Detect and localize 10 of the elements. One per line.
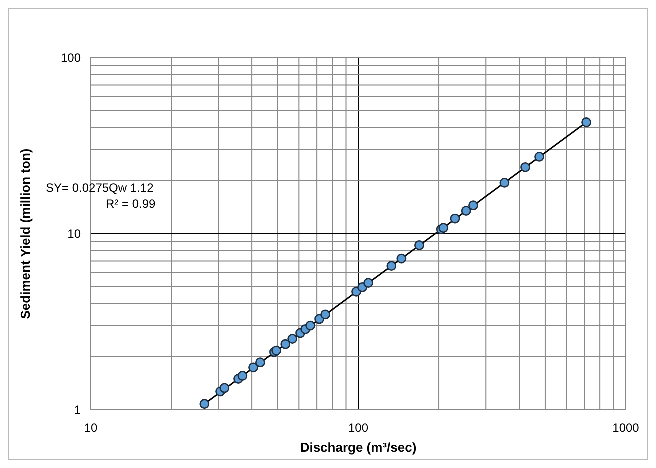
annotation: R² = 0.99 bbox=[106, 197, 156, 211]
y-tick-label: 1 bbox=[74, 403, 82, 417]
x-tick-label: 10 bbox=[84, 421, 98, 435]
y-axis-title: Sediment Yield (million ton) bbox=[18, 148, 33, 320]
x-axis-title: Discharge (m³/sec) bbox=[300, 440, 417, 455]
y-tick-label: 10 bbox=[68, 227, 82, 241]
x-tick-label: 100 bbox=[348, 421, 369, 435]
annotation: SY= 0.0275Qw 1.12 bbox=[46, 181, 154, 195]
y-tick-label: 100 bbox=[60, 51, 82, 65]
x-tick-label: 1000 bbox=[612, 421, 640, 435]
